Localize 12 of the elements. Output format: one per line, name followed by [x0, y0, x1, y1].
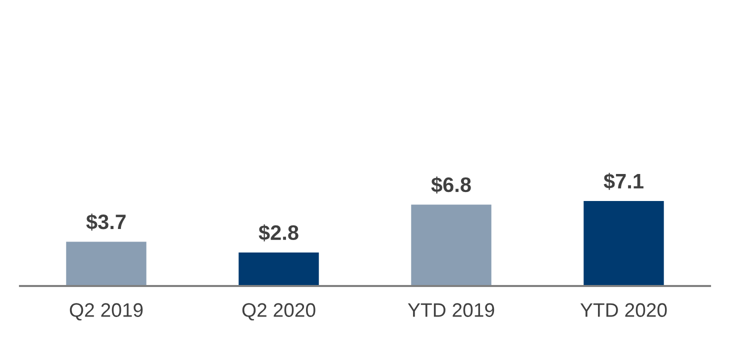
x-tick-label: YTD 2020 [580, 303, 667, 317]
data-label: $6.8 [431, 176, 471, 194]
x-tick-label: YTD 2019 [408, 303, 494, 317]
data-label: $2.8 [258, 224, 298, 242]
bar [238, 252, 319, 286]
bar [411, 204, 492, 286]
data-label: $7.1 [604, 172, 644, 190]
x-tick-label: Q2 2019 [70, 303, 143, 320]
bar [66, 242, 146, 286]
bar [584, 201, 664, 286]
data-label: $3.7 [86, 214, 126, 231]
x-tick-label: Q2 2020 [242, 303, 316, 320]
